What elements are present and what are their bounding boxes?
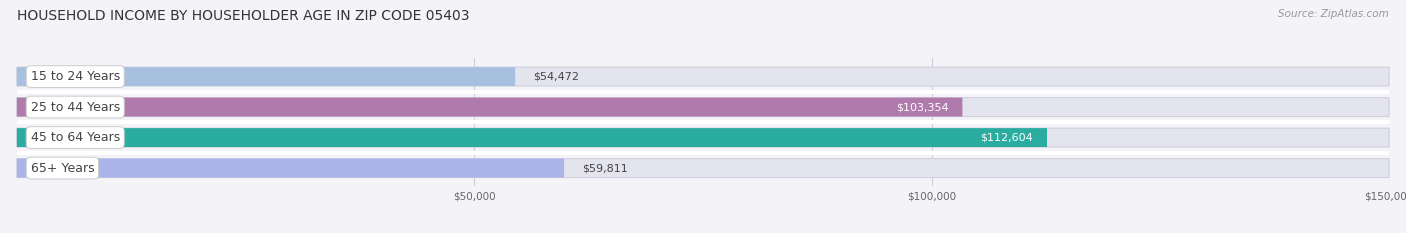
Text: 45 to 64 Years: 45 to 64 Years	[31, 131, 120, 144]
FancyBboxPatch shape	[17, 159, 1389, 178]
Text: $103,354: $103,354	[896, 102, 949, 112]
Text: 15 to 24 Years: 15 to 24 Years	[31, 70, 120, 83]
Text: $59,811: $59,811	[582, 163, 628, 173]
Text: $112,604: $112,604	[980, 133, 1033, 143]
Text: 65+ Years: 65+ Years	[31, 162, 94, 175]
Text: $54,472: $54,472	[533, 72, 579, 82]
FancyBboxPatch shape	[17, 159, 564, 178]
Text: HOUSEHOLD INCOME BY HOUSEHOLDER AGE IN ZIP CODE 05403: HOUSEHOLD INCOME BY HOUSEHOLDER AGE IN Z…	[17, 9, 470, 23]
Text: Source: ZipAtlas.com: Source: ZipAtlas.com	[1278, 9, 1389, 19]
FancyBboxPatch shape	[17, 128, 1047, 147]
FancyBboxPatch shape	[17, 98, 1389, 116]
FancyBboxPatch shape	[17, 98, 962, 116]
FancyBboxPatch shape	[17, 67, 1389, 86]
FancyBboxPatch shape	[17, 67, 515, 86]
FancyBboxPatch shape	[17, 128, 1389, 147]
Text: 25 to 44 Years: 25 to 44 Years	[31, 101, 120, 113]
